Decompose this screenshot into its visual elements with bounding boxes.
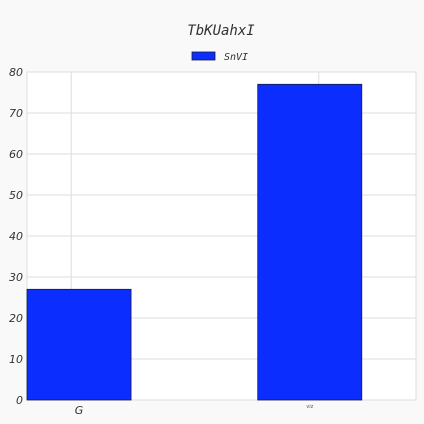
y-tick-label: 70 [9,107,23,120]
legend-label: SnVI [224,52,248,63]
y-tick-label: 80 [9,66,23,79]
chart-title: TbKUahxI [187,23,255,39]
bar [26,288,132,401]
x-tick-label: viz [306,404,313,410]
legend-swatch [191,51,216,61]
y-tick-label: 60 [9,148,23,161]
bars [26,83,363,401]
bar [257,83,363,401]
y-tick-label: 0 [16,394,23,407]
y-tick-label: 20 [9,312,23,325]
y-tick-label: 30 [9,271,23,284]
y-tick-label: 50 [9,189,23,202]
y-axis-ticks: 0 10 20 30 40 50 60 70 80 [9,66,23,407]
y-tick-label: 10 [9,353,23,366]
y-tick-label: 40 [9,230,23,243]
legend: SnVI [191,51,248,63]
x-tick-label: G [75,404,84,417]
